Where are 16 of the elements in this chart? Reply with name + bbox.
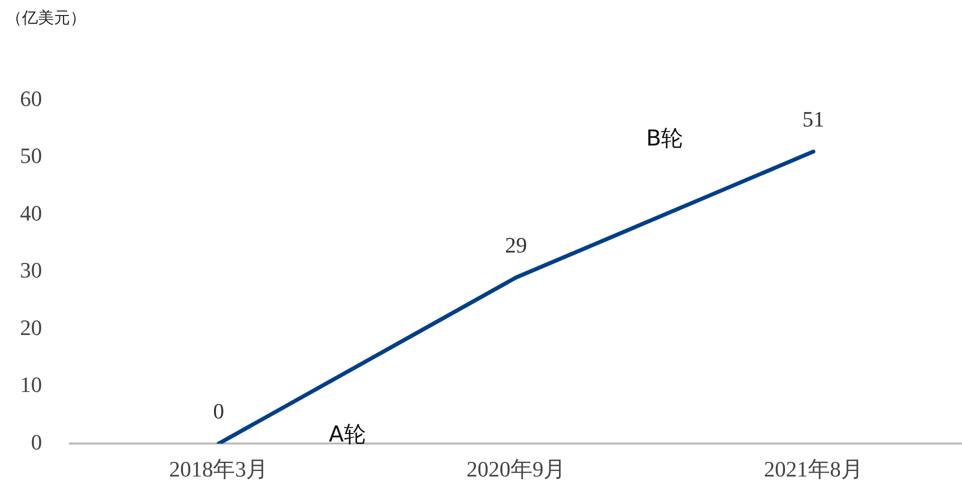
y-tick-label: 0: [31, 429, 42, 454]
y-tick-label: 50: [20, 143, 42, 168]
annotation: A轮: [328, 422, 366, 448]
data-label: 51: [802, 106, 824, 132]
y-tick-label: 20: [20, 314, 42, 340]
y-tick-label: 30: [20, 258, 42, 283]
data-label: 0: [213, 398, 224, 424]
x-tick-label: 2020年9月: [466, 456, 566, 482]
x-tick-label: 2018年3月: [169, 456, 268, 482]
y-tick-label: 60: [20, 86, 42, 111]
annotation: B轮: [646, 126, 684, 152]
y-axis-title: （亿美元）: [6, 8, 86, 29]
x-tick-label: 2021年8月: [764, 456, 863, 482]
y-tick-label: 40: [20, 200, 42, 226]
data-label: 29: [505, 232, 527, 258]
y-tick-label: 10: [20, 372, 42, 398]
